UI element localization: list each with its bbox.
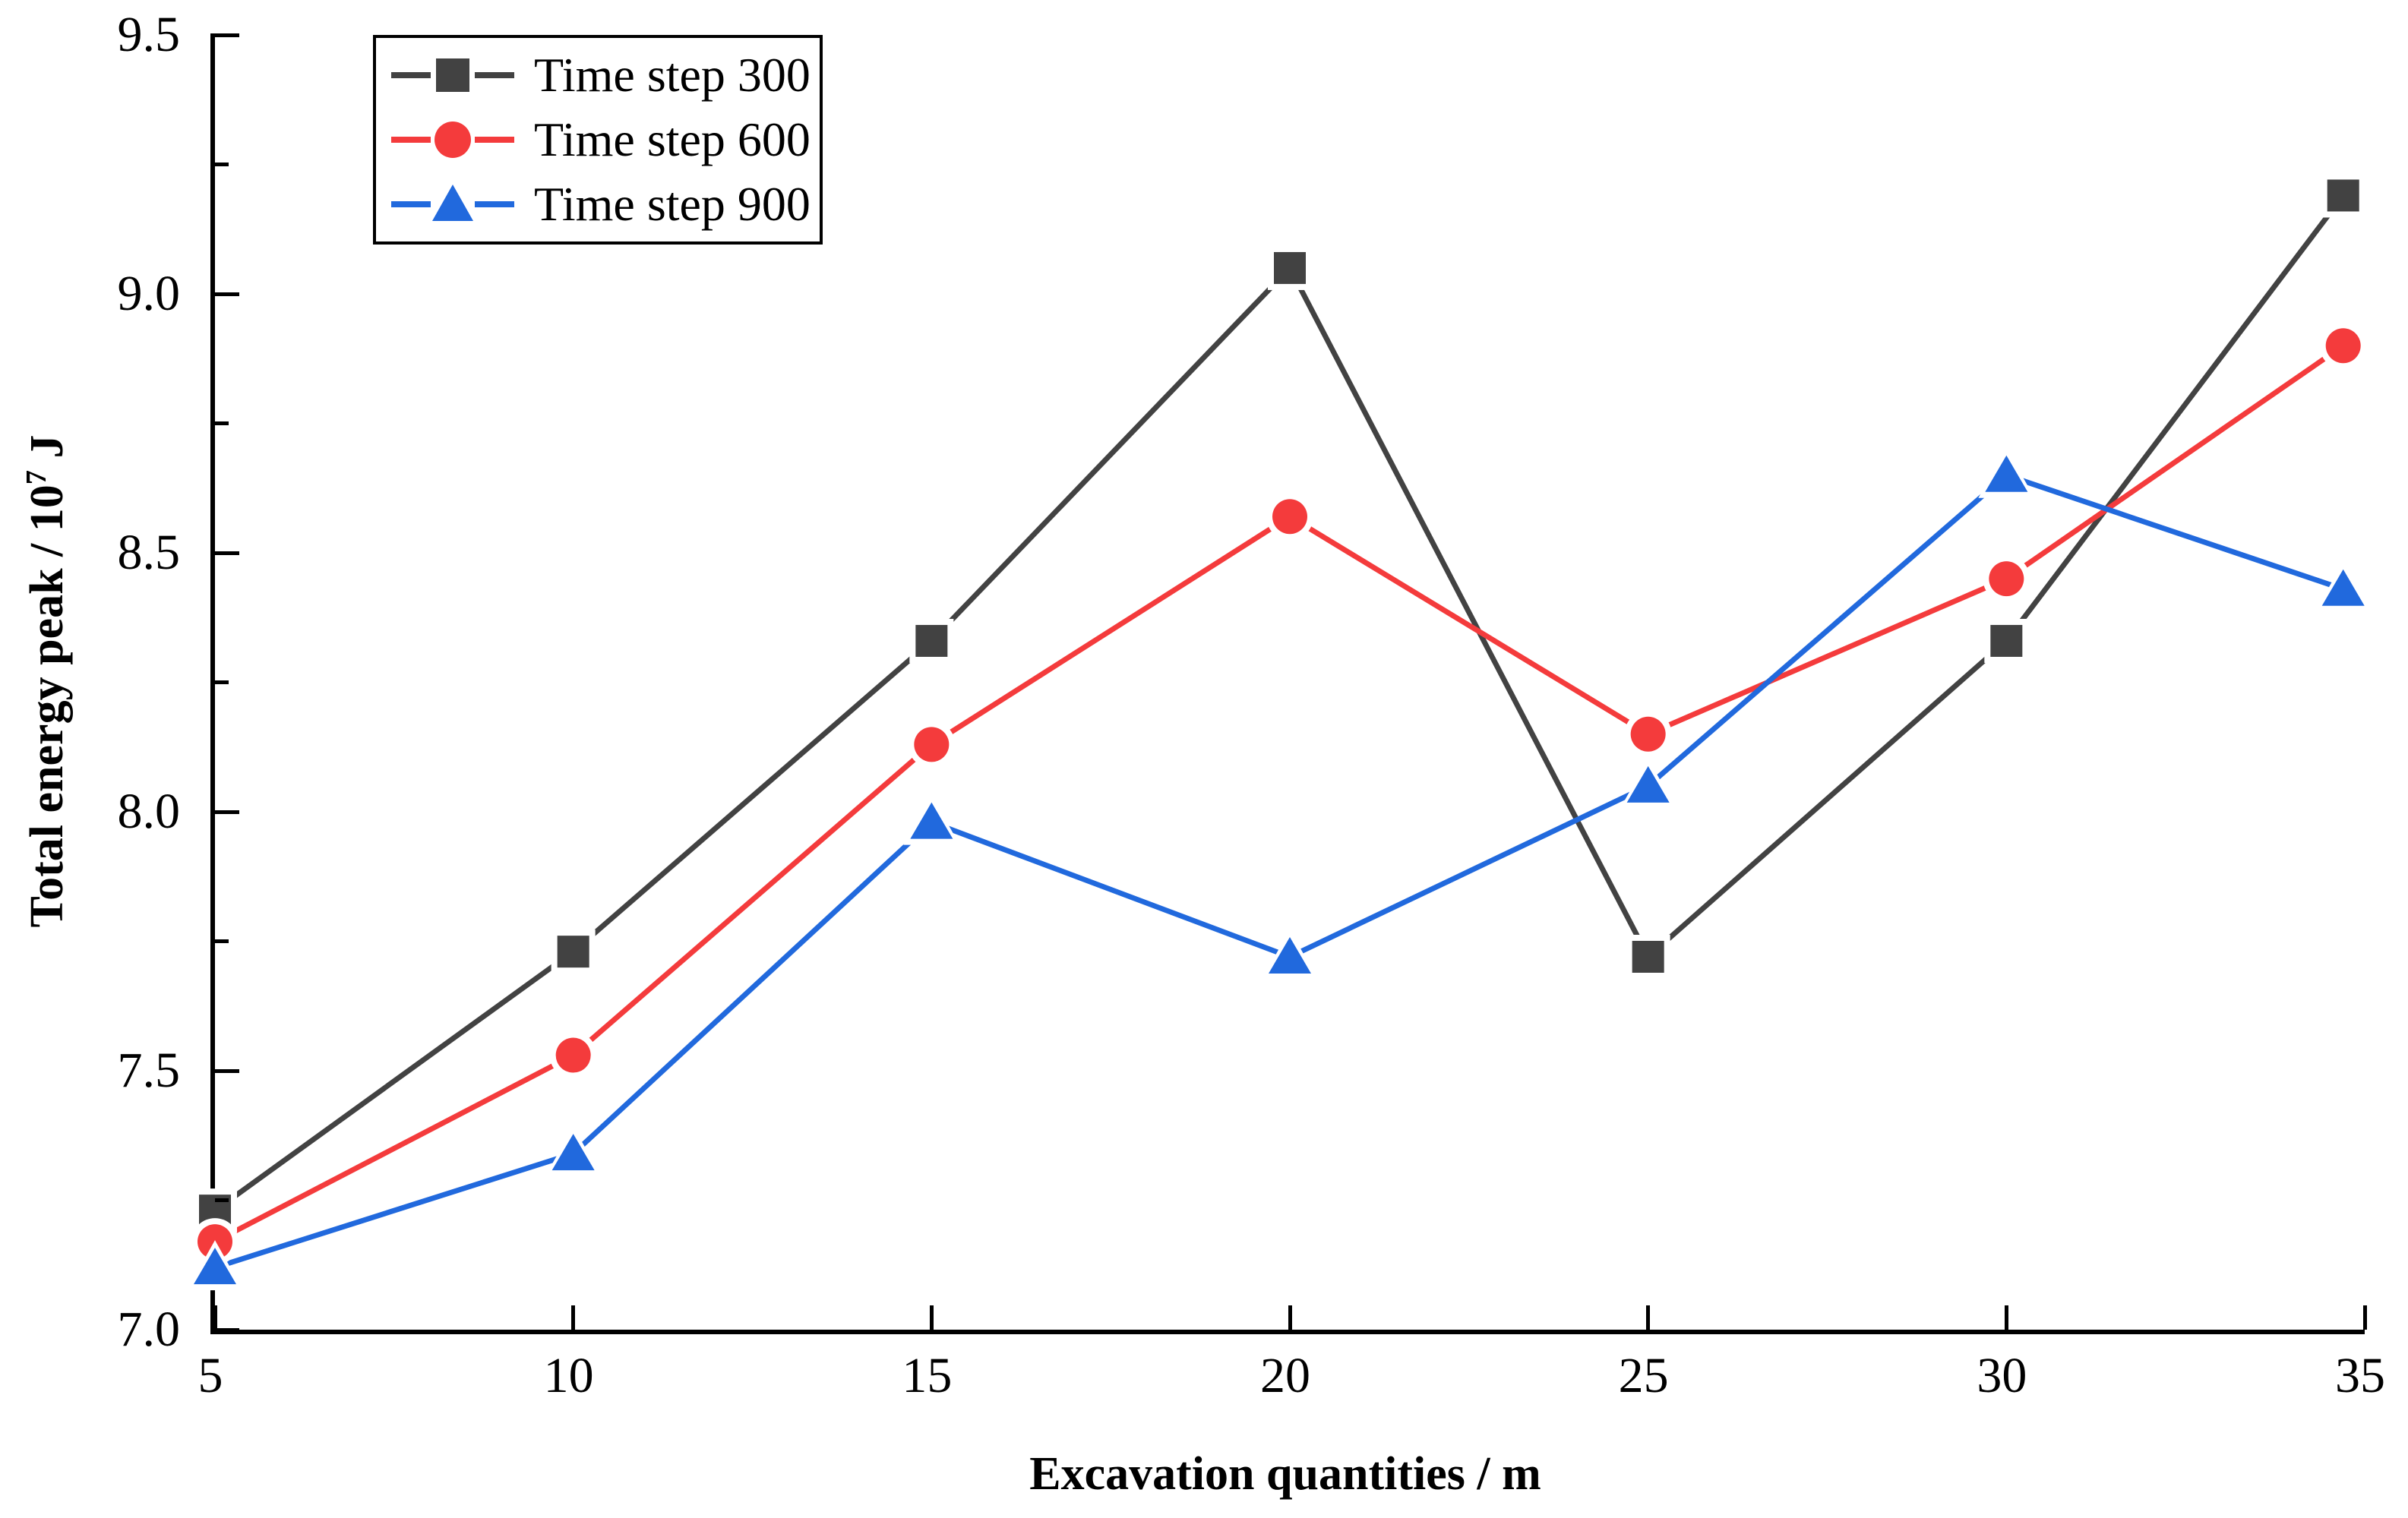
x-major-tick	[2362, 1305, 2367, 1330]
y-axis-title-superscript: 7	[21, 470, 53, 485]
y-major-tick	[215, 33, 239, 37]
y-minor-tick	[215, 421, 229, 426]
y-tick-label: 7.5	[117, 1043, 181, 1098]
circle-marker	[2325, 328, 2361, 364]
circle-marker	[914, 727, 950, 762]
y-major-tick	[215, 809, 239, 814]
y-major-tick	[215, 1068, 239, 1073]
circle-marker	[555, 1037, 591, 1073]
square-marker	[915, 624, 948, 657]
y-axis-title: Total energy peak / 107 J	[20, 435, 74, 928]
x-major-tick	[2004, 1305, 2008, 1330]
x-tick-label: 5	[198, 1348, 223, 1403]
x-major-tick	[571, 1305, 576, 1330]
x-major-tick	[213, 1305, 217, 1330]
triangle-marker	[194, 1248, 236, 1285]
legend-triangle-swatch	[391, 185, 514, 222]
circle-marker	[1989, 561, 2024, 597]
x-tick-label: 25	[1618, 1348, 1669, 1403]
triangle-marker	[910, 802, 953, 839]
series-layer	[187, 173, 2372, 1291]
series-line-time-step-300	[213, 194, 2346, 1213]
x-tick-label: 35	[2335, 1348, 2385, 1403]
square-marker	[1274, 251, 1306, 284]
circle-marker	[1630, 716, 1666, 752]
legend: Time step 300 Time step 600 Time step 900	[373, 35, 823, 245]
triangle-marker	[1985, 455, 2028, 492]
y-tick-label: 9.5	[117, 7, 181, 63]
y-tick-label: 8.5	[117, 525, 181, 581]
x-major-tick	[1288, 1305, 1292, 1330]
y-minor-tick	[215, 680, 229, 685]
circle-marker	[1272, 499, 1307, 535]
triangle-marker	[2321, 569, 2365, 606]
legend-triangle-marker	[432, 185, 473, 222]
square-marker	[557, 936, 589, 968]
y-tick-label: 7.0	[117, 1302, 181, 1357]
y-major-tick	[215, 551, 239, 555]
legend-item: Time step 300	[388, 47, 820, 102]
y-major-tick	[215, 292, 239, 296]
y-minor-tick	[215, 939, 229, 943]
legend-label: Time step 600	[534, 112, 811, 166]
x-axis-title: Excavation quantities / m	[1029, 1448, 1541, 1500]
legend-square-swatch	[391, 58, 514, 92]
legend-circle-marker	[435, 121, 471, 158]
x-major-tick	[929, 1305, 934, 1330]
y-tick-label: 9.0	[117, 266, 181, 322]
plot-area	[187, 33, 2372, 1334]
legend-item: Time step 900	[388, 180, 820, 229]
square-marker	[1632, 940, 1664, 973]
legend-square-marker	[436, 58, 469, 92]
x-tick-label: 10	[543, 1348, 594, 1403]
legend-circle-swatch	[391, 121, 514, 158]
legend-label: Time step 300	[534, 47, 811, 102]
legend-item: Time step 600	[388, 115, 820, 164]
y-axis-title-unit: J	[21, 434, 73, 470]
legend-label: Time step 900	[534, 177, 811, 232]
triangle-marker	[551, 1134, 595, 1171]
y-tick-label: 8.0	[117, 784, 181, 840]
y-minor-tick	[215, 163, 229, 167]
square-marker	[1990, 624, 2023, 657]
y-minor-tick	[215, 1198, 229, 1202]
x-tick-label: 30	[1977, 1348, 2027, 1403]
x-major-tick	[1646, 1305, 1651, 1330]
triangle-marker	[1626, 765, 1670, 803]
square-marker	[2327, 179, 2359, 212]
x-tick-label: 20	[1260, 1348, 1310, 1403]
x-tick-label: 15	[902, 1348, 953, 1403]
y-major-tick	[215, 1327, 239, 1332]
triangle-marker	[1269, 936, 1311, 974]
